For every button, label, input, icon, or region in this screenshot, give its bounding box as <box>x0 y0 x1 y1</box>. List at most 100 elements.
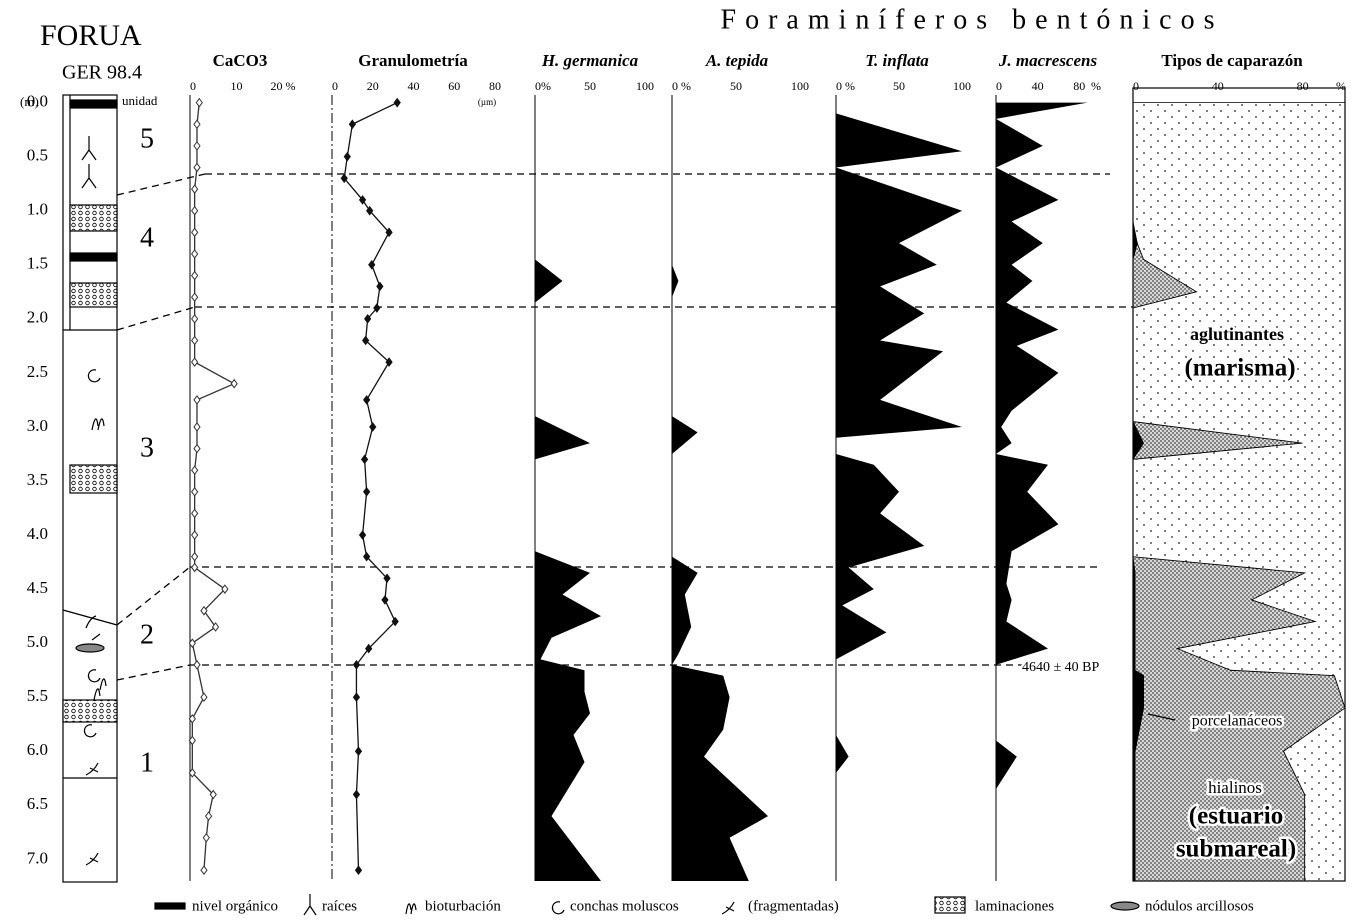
x-tick-label: 0 <box>332 79 338 93</box>
marker <box>194 142 200 150</box>
y-tick-label: 2.5 <box>27 362 48 381</box>
marker <box>192 488 198 496</box>
y-tick-label: 1.5 <box>27 254 48 273</box>
x-tick-label: 100 <box>953 79 971 93</box>
legend-label: laminaciones <box>975 898 1054 914</box>
marker <box>192 272 198 280</box>
y-tick-label: 0.0 <box>27 92 48 111</box>
legend-label: raíces <box>322 898 357 914</box>
marker <box>364 488 370 496</box>
y-tick-label: 4.5 <box>27 578 48 597</box>
marker <box>203 834 209 842</box>
figure-title: FORUA <box>40 19 142 52</box>
panel-title: H. germanica <box>541 51 639 70</box>
marker <box>192 466 198 474</box>
unit-label: 3 <box>140 432 154 463</box>
legend-label: conchas moluscos <box>570 898 679 914</box>
data-area <box>672 103 768 881</box>
x-tick-label: 20 % <box>271 79 296 93</box>
marker <box>192 185 198 193</box>
y-tick-label: 6.0 <box>27 740 48 759</box>
marker <box>231 380 237 388</box>
legend-label: nivel orgánico <box>192 898 278 914</box>
marker <box>192 531 198 539</box>
legend-label: (fragmentadas) <box>748 898 839 914</box>
x-tick-label: 0 <box>1133 79 1139 93</box>
x-tick-label: 0 % <box>836 79 855 93</box>
group-title: Foraminíferos bentónicos <box>721 4 1224 35</box>
marker <box>192 293 198 301</box>
y-tick-label: 1.0 <box>27 200 48 219</box>
marker <box>353 693 359 701</box>
marker <box>382 596 388 604</box>
x-tick-label: 10 <box>231 79 243 93</box>
series-label: porcelanáceos <box>1192 713 1283 730</box>
x-tick-label: 80 <box>1297 79 1309 93</box>
x-tick-label: 50 <box>730 79 742 93</box>
unit-heading: unidad <box>122 93 158 108</box>
marker <box>362 455 368 463</box>
y-tick-label: 7.0 <box>27 848 48 867</box>
marker <box>192 553 198 561</box>
x-tick-label: 0% <box>535 79 551 93</box>
annotation: submareal) <box>1176 836 1296 863</box>
series-label: hialinos <box>1208 778 1262 797</box>
marker <box>349 120 355 128</box>
x-tick-label: 50 <box>893 79 905 93</box>
marker <box>194 396 200 404</box>
y-tick-label: 5.5 <box>27 686 48 705</box>
y-tick-label: 3.5 <box>27 470 48 489</box>
marker <box>194 120 200 128</box>
marker <box>194 163 200 171</box>
y-tick-label: 4.0 <box>27 524 48 543</box>
figure: FORUA GER 98.4 Foraminíferos bentónicos … <box>0 0 1356 920</box>
marker <box>355 866 361 874</box>
data-area <box>535 103 601 881</box>
x-tick-label: 0 <box>190 79 196 93</box>
y-tick-label: 0.5 <box>27 146 48 165</box>
panel-title: Granulometría <box>358 51 468 70</box>
marker <box>353 791 359 799</box>
annotation: (marisma) <box>1184 355 1295 382</box>
x-tick-label: 0 <box>996 79 1002 93</box>
x-tick-label: 0 % <box>672 79 691 93</box>
marker <box>196 99 202 107</box>
x-tick-label: 40 <box>1212 79 1224 93</box>
data-area <box>836 103 962 881</box>
annotation: (estuario <box>1189 803 1283 830</box>
x-tick-label: 40 <box>408 79 420 93</box>
y-tick-label: 3.0 <box>27 416 48 435</box>
panel-title: T. inflata <box>865 51 929 70</box>
panel-title: Tipos de caparazón <box>1161 51 1303 70</box>
marker <box>192 207 198 215</box>
data-line <box>344 103 397 871</box>
x-tick-label: 40 <box>1032 79 1044 93</box>
x-tick-label: 50 <box>584 79 596 93</box>
marker <box>194 423 200 431</box>
unit-label: 1 <box>140 747 154 778</box>
x-tick-label: 60 <box>448 79 460 93</box>
marker <box>192 315 198 323</box>
marker <box>194 661 200 669</box>
marker <box>192 228 198 236</box>
marker <box>344 153 350 161</box>
panel-title: A. tepida <box>705 51 769 70</box>
legend-label: nódulos arcillosos <box>1145 898 1254 914</box>
marker <box>192 250 198 258</box>
unit-label: 2 <box>140 619 154 650</box>
y-tick-label: 6.5 <box>27 794 48 813</box>
unit-label: 4 <box>140 222 154 253</box>
marker <box>192 563 198 571</box>
x-tick-label: 80 <box>489 79 501 93</box>
marker <box>194 445 200 453</box>
marker <box>370 423 376 431</box>
y-tick-label: 2.0 <box>27 308 48 327</box>
x-unit: (µm) <box>478 97 496 107</box>
x-tick-label: 20 <box>367 79 379 93</box>
marker <box>377 282 383 290</box>
x-unit: % <box>1091 79 1101 93</box>
legend-label: bioturbación <box>425 898 501 914</box>
marker <box>206 812 212 820</box>
x-tick-label: 100 <box>791 79 809 93</box>
annotation: 4640 ± 40 BP <box>1022 660 1100 675</box>
